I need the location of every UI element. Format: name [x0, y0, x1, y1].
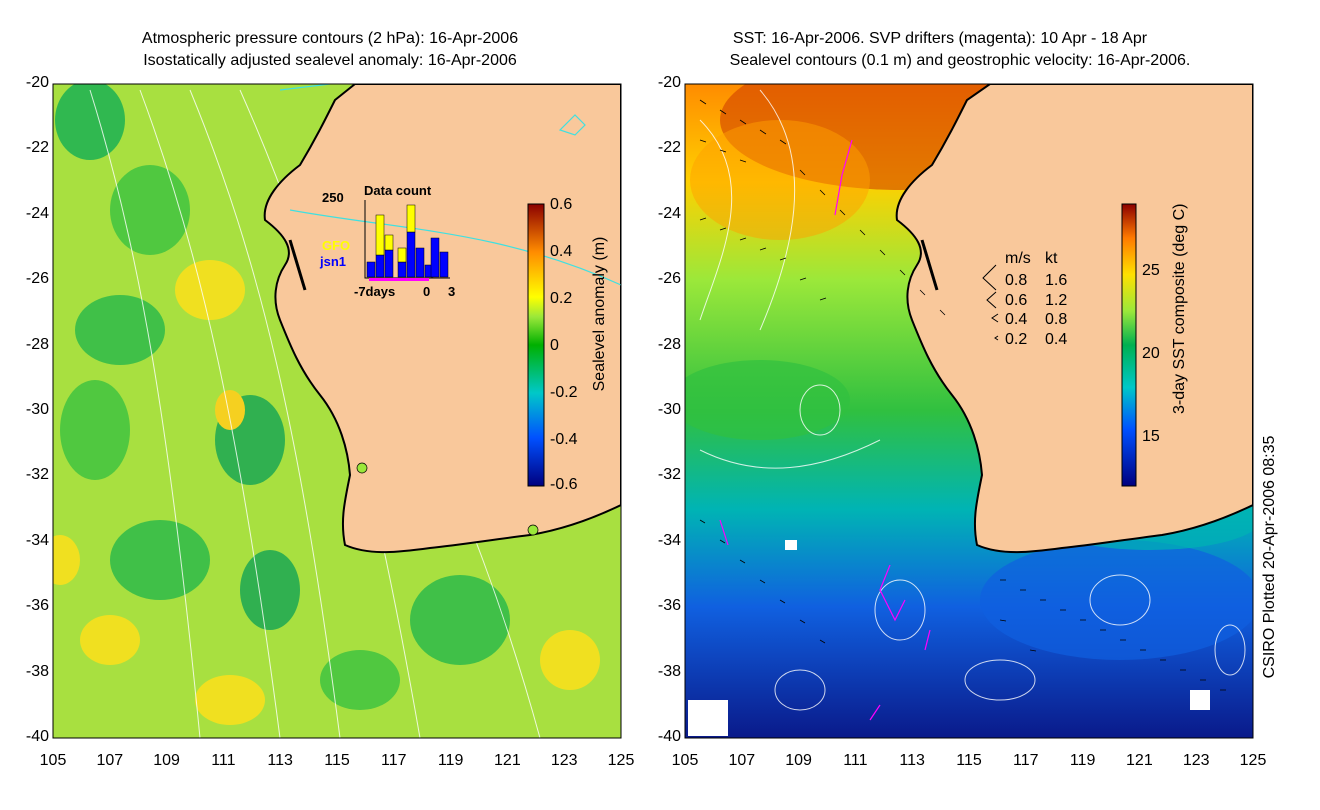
right-lat-tick: -40 [657, 728, 681, 745]
right-title-line2: Sealevel contours (0.1 m) and geostrophi… [729, 52, 1191, 69]
vel-legend-kt-3: 0.4 [1045, 331, 1068, 348]
right-lon-tick: 113 [899, 752, 925, 769]
left-lat-tick: -32 [25, 466, 49, 484]
sla-tick-1: 0.4 [550, 243, 573, 260]
inset-xlabel-left: -7days [354, 284, 396, 299]
left-lon-tick: 125 [607, 752, 635, 769]
vel-legend-ms-1: 0.6 [1005, 292, 1028, 309]
right-map [685, 84, 1253, 738]
right-lon-tick: 121 [1126, 752, 1153, 769]
right-lat-tick: -38 [657, 662, 681, 680]
right-lat-tick: -30 [657, 401, 681, 418]
sst-colorbar-label: 3-day SST composite (deg C) [1171, 203, 1188, 414]
left-lat-tick: -22 [25, 139, 49, 157]
sla-tick-3: 0 [550, 337, 559, 354]
sla-tick-5: -0.4 [550, 431, 578, 448]
left-lat-tick: -28 [25, 335, 49, 353]
sst-tick-25: 25 [1142, 262, 1160, 279]
right-lat-tick: -28 [657, 335, 681, 353]
australia-land-right [895, 84, 1253, 554]
left-lon-tick: 113 [267, 752, 293, 769]
left-title-line2: Isostatically adjusted sealevel anomaly:… [143, 52, 517, 69]
sla-tick-4: -0.2 [550, 384, 578, 401]
right-lon-tick: 109 [785, 752, 812, 769]
sealevel-contours [699, 89, 1246, 711]
vel-legend-ms-0: 0.8 [1005, 272, 1028, 289]
sla-tick-0: 0.6 [550, 196, 573, 213]
vel-legend-ms-2: 0.4 [1005, 311, 1028, 328]
left-lat-tick: -26 [25, 270, 49, 288]
sla-colorbar [527, 203, 545, 487]
left-lat-tick: -40 [25, 728, 49, 745]
credit-text: CSIRO Plotted 20-Apr-2006 08:35 [1261, 435, 1278, 679]
sst-colorbar [1121, 203, 1137, 487]
right-lat-tick: -26 [657, 270, 681, 288]
inset-legend-gfo: GFO [322, 238, 351, 253]
left-lat-tick: -36 [25, 597, 49, 615]
vel-legend-kt-2: 0.8 [1045, 311, 1068, 328]
left-lon-tick: 119 [437, 752, 464, 769]
velocity-legend-arrows [982, 264, 999, 341]
left-lon-tick: 115 [324, 752, 350, 769]
inset-ymax: 250 [322, 190, 344, 205]
right-lon-tick: 123 [1182, 752, 1210, 769]
left-lat-tick: -20 [25, 74, 49, 91]
right-lat-tick: -32 [657, 466, 681, 484]
right-lon-tick: 119 [1069, 752, 1096, 769]
sla-blobs [53, 84, 600, 725]
left-lat-tick: -30 [25, 401, 49, 418]
inset-title: Data count [364, 183, 432, 198]
inset-legend-jsn1: jsn1 [320, 254, 347, 269]
drifter-tracks [719, 139, 931, 721]
left-title-line1: Atmospheric pressure contours (2 hPa): 1… [141, 30, 519, 47]
vel-legend-kt-header: kt [1045, 250, 1058, 267]
left-lon-tick: 121 [494, 752, 521, 769]
bathymetry-lines [279, 84, 621, 286]
right-lon-tick: 107 [728, 752, 756, 769]
geostrophic-velocity-vectors [699, 99, 1226, 691]
left-lat-tick: -24 [25, 204, 49, 222]
left-lon-tick: 107 [96, 752, 124, 769]
right-lon-tick: 111 [843, 752, 868, 769]
vel-legend-ms-3: 0.2 [1005, 331, 1028, 348]
vel-legend-ms-header: m/s [1005, 250, 1031, 267]
left-lat-tick: -38 [25, 662, 49, 680]
left-lon-tick: 105 [39, 752, 67, 769]
inset-xlabel-right: 3 [448, 284, 456, 299]
right-lon-tick: 115 [956, 752, 982, 769]
right-lon-tick: 125 [1239, 752, 1267, 769]
left-lon-tick: 123 [550, 752, 578, 769]
vel-legend-kt-0: 1.6 [1045, 272, 1068, 289]
vel-legend-kt-1: 1.2 [1045, 292, 1068, 309]
sst-tick-15: 15 [1142, 428, 1160, 445]
right-lat-tick: -24 [657, 204, 681, 222]
cloud-gaps [688, 540, 1210, 736]
right-lat-tick: -34 [657, 531, 681, 549]
sla-tick-6: -0.6 [550, 476, 578, 493]
left-lon-tick: 109 [153, 752, 180, 769]
right-lon-tick: 117 [1013, 752, 1039, 769]
sst-tick-20: 20 [1142, 345, 1160, 362]
right-lat-tick: -20 [657, 74, 681, 91]
data-count-histogram [364, 200, 450, 281]
inset-xlabel-zero: 0 [423, 284, 431, 299]
sla-colorbar-label: Sealevel anomaly (m) [591, 236, 608, 392]
sla-tick-2: 0.2 [550, 290, 573, 307]
right-lat-tick: -36 [657, 597, 681, 615]
left-lon-tick: 111 [211, 752, 236, 769]
left-lon-tick: 117 [381, 752, 407, 769]
right-title-line1: SST: 16-Apr-2006. SVP drifters (magenta)… [732, 30, 1148, 47]
right-lon-tick: 105 [671, 752, 699, 769]
left-lat-tick: -34 [25, 531, 49, 549]
right-lat-tick: -22 [657, 139, 681, 157]
